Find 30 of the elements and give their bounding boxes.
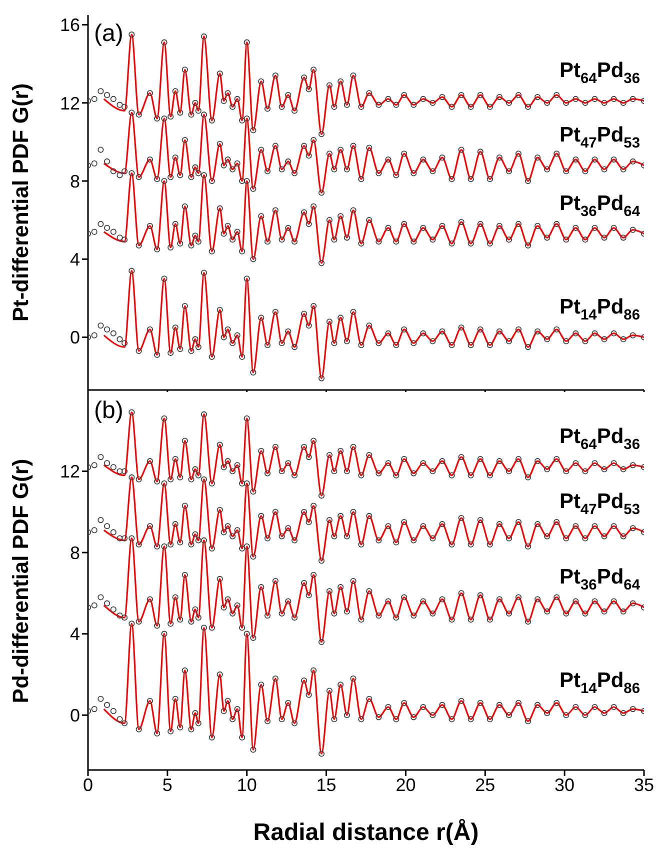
x-tick-label: 20 <box>396 774 416 795</box>
y-tick-label: 12 <box>60 93 80 114</box>
series-label: Pt$_{36}$Pd$_{64}$ <box>559 564 641 594</box>
x-tick-label: 10 <box>236 774 257 795</box>
x-tick-label: 30 <box>554 774 575 795</box>
annotation: (b) <box>94 397 124 424</box>
x-axis-title: Radial distance r(Å) <box>253 818 479 846</box>
y-tick-label: 8 <box>70 542 80 563</box>
y-axis-title: Pd-differential PDF G(r) <box>8 458 33 704</box>
y-tick-label: 8 <box>70 171 80 192</box>
y-tick-label: 4 <box>70 250 80 270</box>
x-tick-label: 0 <box>82 774 94 795</box>
series-label: Pt$_{64}$Pd$_{36}$ <box>559 58 640 87</box>
y-axis-title: Pt-differential PDF G(r) <box>8 83 33 322</box>
y-tick-label: 12 <box>60 462 80 482</box>
series-label: Pt$_{64}$Pd$_{36}$ <box>559 424 640 454</box>
series-label: Pt$_{47}$Pd$_{53}$ <box>559 122 640 152</box>
series-label: Pt$_{14}$Pd$_{86}$ <box>559 294 640 324</box>
y-tick-label: 4 <box>70 624 80 644</box>
x-tick-label: 25 <box>475 774 496 795</box>
series-label: Pt$_{36}$Pd$_{64}$ <box>559 191 641 220</box>
y-tick-label: 0 <box>70 706 80 726</box>
x-tick-label: 15 <box>316 774 336 795</box>
y-tick-label: 0 <box>70 328 80 348</box>
x-tick-label: 5 <box>162 774 172 795</box>
series-label: Pt$_{47}$Pd$_{53}$ <box>559 490 640 518</box>
y-tick-label: 16 <box>60 15 80 36</box>
series-label: Pt$_{14}$Pd$_{86}$ <box>559 668 640 697</box>
x-tick-label: 35 <box>634 774 654 795</box>
annotation: (a) <box>94 20 124 47</box>
